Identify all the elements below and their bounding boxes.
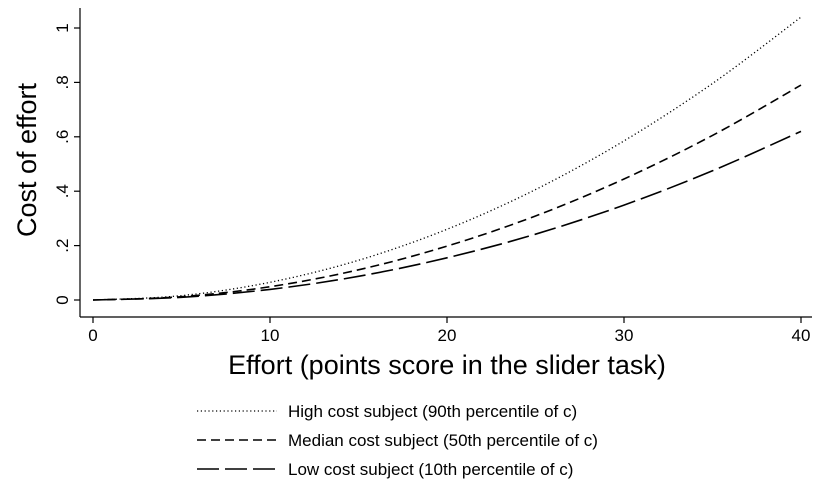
plot-area [79, 8, 812, 318]
x-axis-title: Effort (points score in the slider task) [228, 350, 666, 380]
x-tick-label: 10 [261, 326, 280, 345]
legend-label: High cost subject (90th percentile of c) [288, 402, 577, 421]
y-tick-label: 0 [53, 295, 72, 304]
legend: High cost subject (90th percentile of c)… [197, 402, 598, 479]
legend-label: Low cost subject (10th percentile of c) [288, 460, 573, 479]
y-tick-label: .2 [53, 239, 72, 253]
series-line-dashed [92, 84, 802, 301]
series-lines [92, 16, 802, 301]
x-axis: 0 10 20 30 40 [88, 317, 810, 345]
legend-label: Median cost subject (50th percentile of … [288, 431, 598, 450]
y-tick-label: .4 [53, 184, 72, 198]
y-axis-title: Cost of effort [12, 82, 42, 237]
series-line-dotted [92, 16, 802, 301]
x-tick-label: 0 [88, 326, 97, 345]
y-tick-label: 1 [53, 23, 72, 32]
x-tick-label: 40 [792, 326, 811, 345]
x-tick-label: 30 [615, 326, 634, 345]
y-tick-label: .6 [53, 130, 72, 144]
y-tick-label: .8 [53, 75, 72, 89]
series-line-longdash [92, 130, 802, 301]
y-axis: 0 .2 .4 .6 .8 1 [53, 23, 80, 305]
x-tick-label: 20 [438, 326, 457, 345]
